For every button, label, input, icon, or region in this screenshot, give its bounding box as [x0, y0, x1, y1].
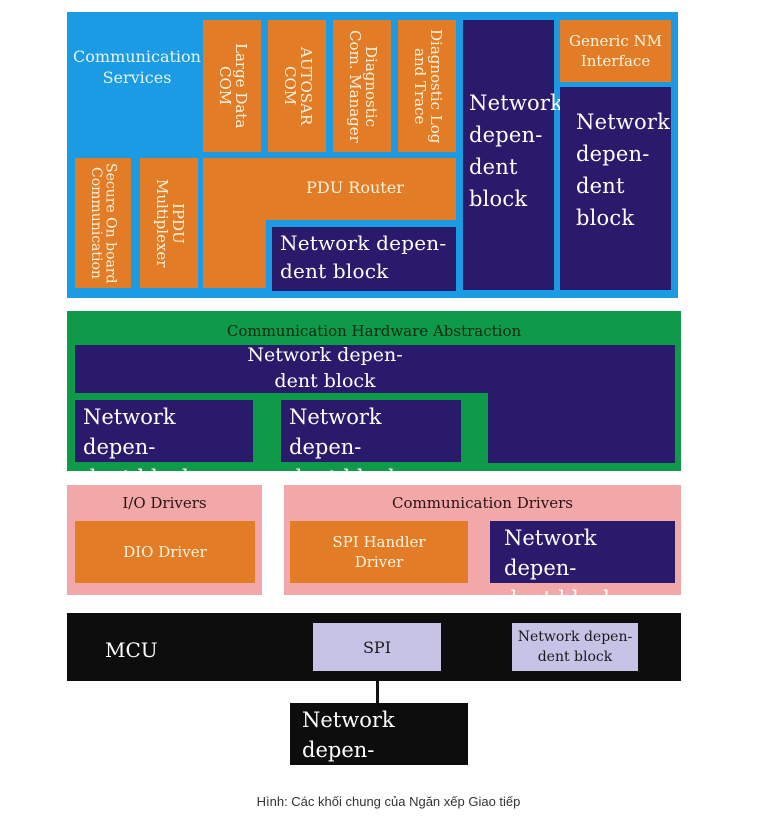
- dio-driver-block: DIO Driver: [75, 521, 255, 583]
- generic-nm-interface-block: Generic NM Interface: [560, 20, 671, 82]
- network-dependent-block-hw-left: Network depen- dent block: [75, 400, 253, 490]
- spi-handler-driver-block: SPI Handler Driver: [290, 521, 468, 583]
- figure-caption: Hình: Các khối chung của Ngăn xếp Giao t…: [256, 793, 521, 809]
- spi-block: SPI: [313, 623, 441, 671]
- ipdu-multiplexer-block: IPDU Multiplexer: [140, 158, 198, 288]
- autosar-com-block: AUTOSAR COM: [268, 20, 326, 152]
- network-dependent-block-mcu: Network depen- dent block: [512, 623, 638, 671]
- pdu-router-block-lower: [203, 218, 266, 288]
- network-dependent-block-comm-drivers: Network depen- dent block: [490, 521, 675, 611]
- network-dependent-block-tall-right: Network depen- dent block: [560, 87, 671, 290]
- communication-drivers-title: Communication Drivers: [392, 494, 573, 512]
- pdu-router-block: [203, 158, 456, 220]
- spi-connector-line: [376, 681, 379, 703]
- mcu-title: MCU: [105, 638, 158, 662]
- secure-onboard-communication-block: Secure On board Communication: [75, 158, 131, 288]
- network-dependent-block-hw-right: [488, 345, 675, 463]
- network-dependent-block-hw-top-label: Network depen- dent block: [247, 344, 403, 392]
- communication-services-title: Communication Services: [73, 47, 201, 87]
- network-dependent-block-external: Network depen- dent block: [290, 703, 468, 793]
- network-dependent-block-hw-middle: Network depen- dent block: [281, 400, 461, 490]
- network-dependent-block-under-router: Network depen- dent block: [272, 227, 456, 291]
- large-data-com-block: Large Data COM: [203, 20, 261, 152]
- pdu-router-label: PDU Router: [306, 177, 404, 197]
- network-dependent-block-tall-left: Network depen- dent block: [463, 20, 563, 290]
- io-drivers-title: I/O Drivers: [122, 494, 207, 512]
- diagnostic-com-manager-block: Diagnostic Com. Manager: [333, 20, 391, 152]
- diagnostic-log-trace-block: Diagnostic Log and Trace: [398, 20, 456, 152]
- hardware-abstraction-title: Communication Hardware Abstraction: [226, 322, 522, 340]
